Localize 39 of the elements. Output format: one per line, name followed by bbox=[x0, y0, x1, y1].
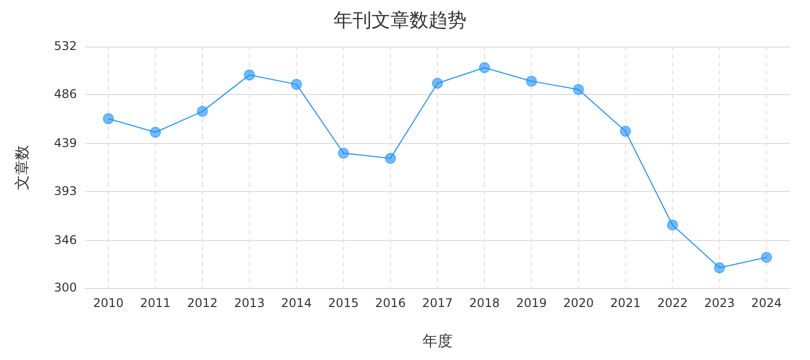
x-axis-title: 年度 bbox=[422, 332, 452, 350]
point bbox=[338, 148, 349, 159]
x-tick-label: 2018 bbox=[469, 296, 500, 310]
y-tick-label: 486 bbox=[54, 86, 77, 101]
y-tick-label: 393 bbox=[54, 184, 77, 198]
x-tick-label: 2012 bbox=[187, 296, 218, 310]
x-tick-label: 2020 bbox=[563, 296, 594, 310]
x-tick-label: 2019 bbox=[516, 296, 547, 310]
point bbox=[102, 113, 114, 124]
x-tick-label: 2021 bbox=[610, 296, 641, 310]
point bbox=[432, 78, 443, 89]
x-tick-label: 2016 bbox=[375, 296, 406, 310]
x-tick-label: 2013 bbox=[234, 296, 265, 310]
y-tick-label: 439 bbox=[54, 136, 77, 150]
x-tick-label: 2024 bbox=[751, 296, 782, 310]
point bbox=[196, 106, 208, 117]
x-tick-label: 2014 bbox=[281, 296, 312, 310]
point bbox=[714, 262, 725, 274]
x-tick-label: 2015 bbox=[328, 296, 359, 310]
point bbox=[384, 152, 396, 164]
chart-title: 年刊文章数趋势 bbox=[334, 9, 466, 32]
y-axis-title: 文章数 bbox=[12, 145, 31, 190]
x-tick-label: 2022 bbox=[657, 296, 688, 310]
y-tick-label: 300 bbox=[54, 280, 77, 295]
x-tick-label: 2023 bbox=[704, 296, 735, 310]
x-tick-label: 2010 bbox=[93, 296, 124, 310]
point bbox=[572, 84, 584, 96]
point bbox=[150, 126, 161, 138]
x-tick-label: 2011 bbox=[140, 296, 171, 310]
point bbox=[290, 78, 302, 90]
point bbox=[526, 76, 537, 87]
x-tick-label: 2017 bbox=[422, 296, 453, 310]
point bbox=[244, 69, 255, 80]
y-tick-label: 346 bbox=[54, 232, 77, 247]
point bbox=[620, 126, 631, 137]
point bbox=[760, 252, 772, 263]
point bbox=[478, 62, 490, 74]
point bbox=[666, 220, 678, 231]
y-tick-label: 532 bbox=[54, 38, 77, 53]
